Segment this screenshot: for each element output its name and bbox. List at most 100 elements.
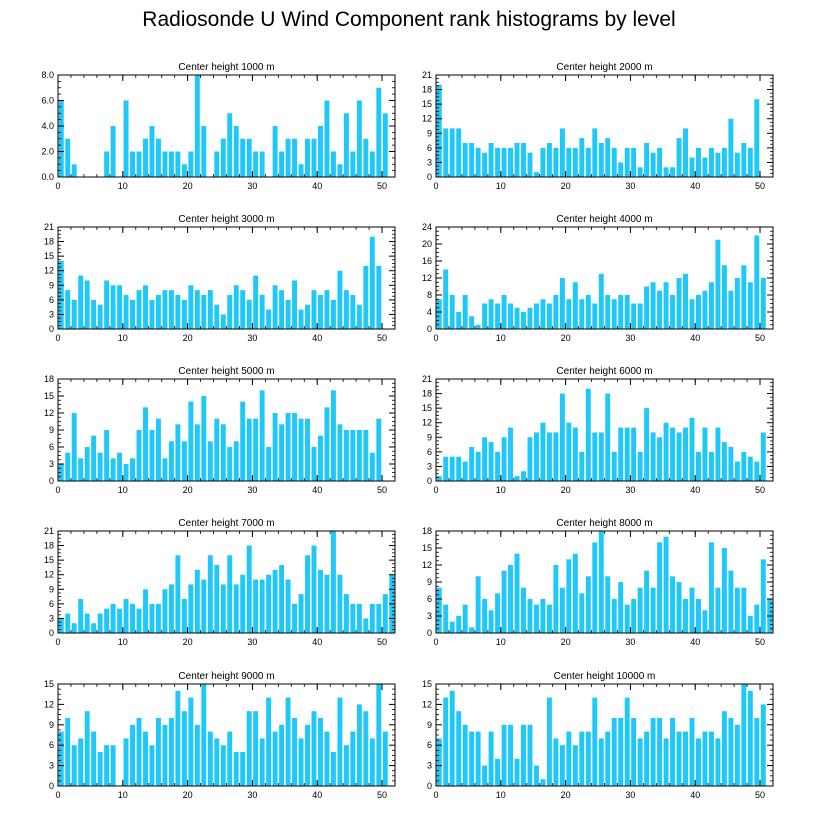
bar xyxy=(585,576,591,633)
bar xyxy=(533,604,539,633)
bar xyxy=(78,738,84,786)
bar xyxy=(657,290,663,329)
bar xyxy=(272,731,278,786)
bar xyxy=(566,299,572,329)
bar xyxy=(324,100,330,177)
bar xyxy=(488,731,494,786)
bar xyxy=(546,143,552,177)
bar xyxy=(598,738,604,786)
bar xyxy=(495,451,501,481)
bar xyxy=(259,738,265,786)
bar xyxy=(508,427,513,481)
bar xyxy=(285,579,291,633)
y-tick-label: 12 xyxy=(422,114,432,124)
bar xyxy=(350,151,356,177)
bar xyxy=(514,553,520,633)
bar xyxy=(605,731,611,786)
bar xyxy=(175,151,181,177)
x-tick-label: 40 xyxy=(690,637,700,647)
y-tick-label: 6 xyxy=(49,295,54,305)
bar xyxy=(540,422,546,481)
bar xyxy=(123,295,129,329)
bar xyxy=(214,738,220,786)
bar xyxy=(175,690,181,786)
y-tick-label: 0 xyxy=(427,476,432,486)
bar xyxy=(637,587,643,633)
bar xyxy=(689,587,695,633)
bar xyxy=(663,422,669,481)
bar xyxy=(696,147,701,177)
bar xyxy=(657,437,663,481)
x-tick-label: 0 xyxy=(55,637,60,647)
bar xyxy=(298,738,304,786)
x-tick-label: 30 xyxy=(625,790,635,800)
bar xyxy=(644,570,650,633)
y-tick-label: 24 xyxy=(422,222,432,232)
bar xyxy=(533,303,539,329)
bar xyxy=(233,285,239,329)
bar xyxy=(168,151,174,177)
bar xyxy=(175,555,181,633)
bar xyxy=(469,731,475,786)
bar xyxy=(488,610,494,633)
bar xyxy=(508,147,513,177)
bar xyxy=(181,164,187,177)
bar xyxy=(227,113,233,177)
bar xyxy=(324,574,330,633)
bar xyxy=(330,390,336,481)
bar xyxy=(292,718,298,786)
bar xyxy=(747,282,753,329)
x-tick-label: 40 xyxy=(312,181,322,191)
bar xyxy=(350,731,356,786)
bar xyxy=(676,582,682,633)
bar xyxy=(760,432,766,481)
bar xyxy=(754,235,760,329)
bar xyxy=(130,458,135,481)
bar xyxy=(754,604,760,633)
bar xyxy=(285,138,291,177)
bar xyxy=(566,731,572,786)
bar xyxy=(305,555,310,633)
bar xyxy=(330,531,336,633)
bar xyxy=(501,147,507,177)
bar xyxy=(97,613,103,633)
bar xyxy=(117,452,123,481)
x-tick-label: 50 xyxy=(755,790,765,800)
bar xyxy=(292,138,298,177)
bar xyxy=(356,100,362,177)
bar xyxy=(305,418,310,481)
bar xyxy=(456,128,462,177)
y-tick-label: 6 xyxy=(49,740,54,750)
panel-title: Center height 6000 m xyxy=(556,366,652,377)
bar xyxy=(624,604,630,633)
bar xyxy=(527,437,533,481)
x-tick-label: 10 xyxy=(496,790,506,800)
panel-7: Center height 7000 m 0 10 20 30 40 50 0 3 6 9 12 15 1… xyxy=(44,518,396,647)
bar xyxy=(553,432,559,481)
bar xyxy=(343,745,349,786)
bar xyxy=(579,451,585,481)
bar xyxy=(443,604,449,633)
bar xyxy=(501,437,507,481)
bar xyxy=(104,608,110,633)
bar xyxy=(475,451,481,481)
bar xyxy=(246,138,252,177)
bar xyxy=(123,464,129,481)
bar xyxy=(721,442,727,481)
y-tick-label: 18 xyxy=(44,374,54,384)
bar xyxy=(721,711,727,786)
bar xyxy=(324,290,330,329)
x-tick-label: 0 xyxy=(433,181,438,191)
bar xyxy=(501,724,507,786)
bar xyxy=(194,75,200,177)
bar xyxy=(527,307,533,329)
bar xyxy=(149,299,155,329)
bar xyxy=(436,587,442,633)
bar xyxy=(482,599,488,633)
x-tick-label: 20 xyxy=(561,485,571,495)
x-tick-label: 0 xyxy=(55,790,60,800)
bar xyxy=(130,724,135,786)
bar xyxy=(553,565,559,633)
x-tick-label: 30 xyxy=(625,637,635,647)
bar xyxy=(592,432,598,481)
